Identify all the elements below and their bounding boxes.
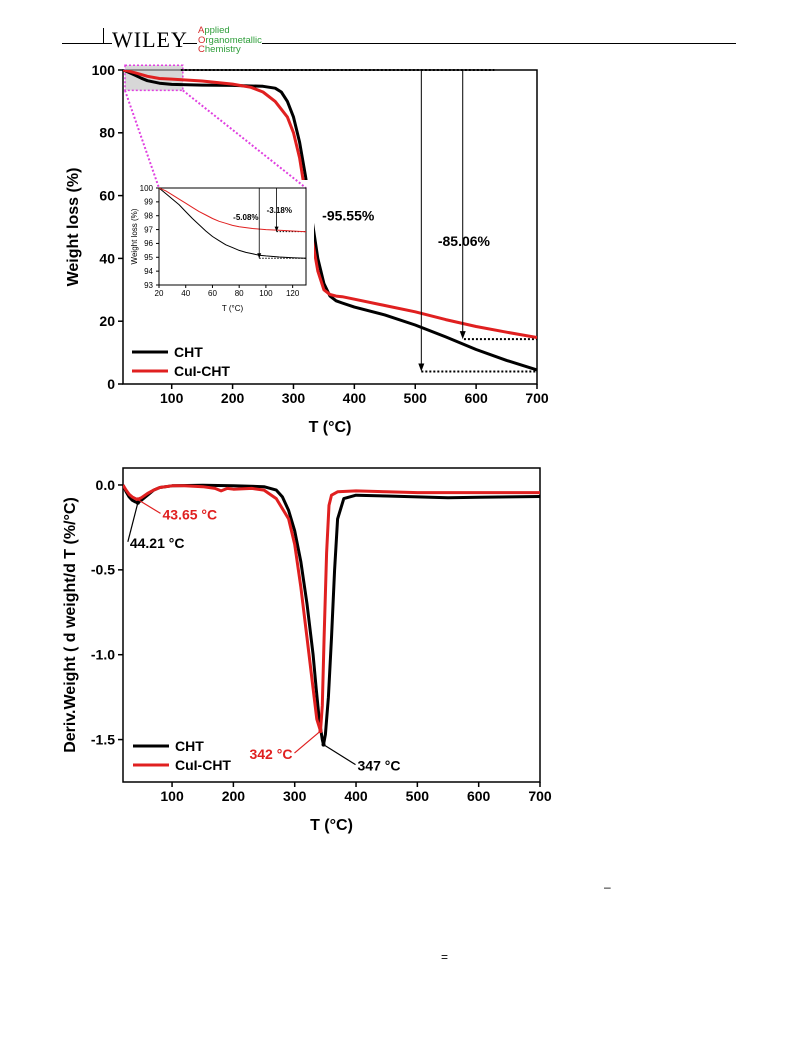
journal-rest-1: pplied (204, 25, 230, 36)
inset-x-tick-label: 60 (208, 289, 217, 298)
dtg-annotation-point-1 (135, 497, 140, 502)
tga-annotation-1: -95.55% (322, 208, 375, 224)
inset-x-tick-label: 80 (235, 289, 244, 298)
tga-series-cht-line (123, 70, 537, 372)
inset-y-tick-label: 95 (144, 253, 153, 262)
dtg-y-axis-label: Deriv.Weight ( d weight/d T (%/°C) (62, 497, 79, 753)
dtg-y-tick-label: -1.0 (91, 647, 115, 663)
tga-arrow-cht-head (418, 363, 425, 372)
footer-equals-mark: = (441, 950, 449, 964)
dtg-x-tick-label: 400 (344, 788, 368, 804)
dtg-annotation-point-2 (135, 500, 140, 505)
publisher-logo: WILEY (112, 27, 188, 52)
dtg-x-tick-label: 600 (467, 788, 491, 804)
inset-series-cht-line (159, 188, 306, 259)
dtg-annotation-point-3 (318, 729, 323, 734)
dtg-x-tick-label: 100 (160, 788, 184, 804)
inset-y-axis-label: Weight loss (%) (130, 208, 139, 264)
tga-y-tick-label: 40 (99, 250, 115, 266)
dtg-annotation-3: 342 °C (249, 746, 292, 762)
inset-x-axis-label: T (°C) (222, 304, 244, 313)
journal-header: WILEY Applied Organometallic Chemistry (0, 0, 793, 60)
tga-x-tick-label: 600 (464, 390, 488, 406)
dtg-frame (122, 467, 541, 783)
tga-x-tick-label: 100 (160, 390, 184, 406)
header-rule-right (262, 43, 736, 44)
dtg-series-cht-line (123, 483, 540, 747)
header-tick (103, 28, 104, 43)
tga-x-tick-label: 500 (404, 390, 428, 406)
dtg-annotation-arrow-2 (127, 502, 139, 542)
dtg-annotation-1: 43.65 °C (163, 506, 218, 522)
journal-rest-2: rganometallic (205, 34, 262, 46)
journal-line-3: Chemistry (198, 45, 262, 55)
tga-x-tick-label: 400 (343, 390, 367, 406)
dtg-annotation-arrow-3 (294, 730, 321, 754)
tga-legend-label-cht: CHT (174, 344, 203, 360)
footer-dash-mark: – (604, 880, 611, 894)
tga-zoom-connector-left (124, 90, 160, 189)
dtg-y-tick-label: 0.0 (96, 477, 116, 493)
inset-annotation-2: -3.18% (267, 206, 292, 215)
tga-y-tick-label: 60 (99, 188, 115, 204)
tga-x-tick-label: 700 (525, 390, 549, 406)
journal-line-1: Applied (198, 26, 262, 36)
tga-arrow-cui-head (459, 331, 466, 340)
tga-legend-label-cui-cht: CuI-CHT (174, 363, 230, 379)
dtg-series-cui-cht-line (123, 484, 540, 733)
journal-name: Applied Organometallic Chemistry (198, 26, 262, 55)
tga-y-tick-label: 0 (107, 376, 115, 392)
dtg-x-tick-label: 300 (283, 788, 307, 804)
dtg-legend-label-cht: CHT (175, 738, 204, 754)
dtg-x-tick-label: 500 (406, 788, 430, 804)
dtg-x-tick-label: 200 (222, 788, 246, 804)
tga-y-tick-label: 20 (99, 313, 115, 329)
inset-x-tick-label: 20 (155, 289, 164, 298)
dtg-x-tick-label: 700 (528, 788, 552, 804)
dtg-annotation-arrow-1 (137, 498, 161, 514)
inset-x-tick-label: 120 (286, 289, 300, 298)
tga-x-axis-label: T (°C) (309, 419, 352, 436)
dtg-x-axis-label: T (°C) (310, 817, 353, 834)
inset-x-tick-label: 40 (181, 289, 190, 298)
inset-arrow-cht-head (257, 253, 262, 259)
tga-annotation-2: -85.06% (438, 233, 491, 249)
journal-line-2: Organometallic (198, 34, 262, 46)
journal-initial-2: O (198, 34, 206, 46)
inset-series-cui-cht-line (159, 188, 306, 233)
tga-y-axis-label: Weight loss (%) (65, 168, 82, 287)
dtg-annotation-arrow-4 (323, 744, 356, 766)
inset-y-tick-label: 97 (144, 225, 153, 234)
dtg-y-tick-label: -0.5 (91, 562, 115, 578)
journal-initial-1: A (198, 25, 205, 36)
header-rule-left (62, 43, 112, 44)
inset-y-tick-label: 96 (144, 239, 153, 248)
dtg-y-tick-label: -1.5 (91, 731, 115, 747)
tga-y-tick-label: 80 (99, 125, 115, 141)
dtg-legend-label-cui-cht: CuI-CHT (175, 757, 231, 773)
dtg-annotation-2: 44.21 °C (130, 535, 185, 551)
dtg-annotation-point-4 (321, 742, 326, 747)
tga-y-tick-label: 100 (92, 62, 116, 78)
inset-y-tick-label: 99 (144, 198, 153, 207)
inset-x-tick-label: 100 (259, 289, 273, 298)
inset-background (127, 180, 314, 317)
header-dash (183, 43, 197, 44)
journal-initial-3: C (198, 44, 205, 55)
inset-y-tick-label: 98 (144, 212, 153, 221)
inset-y-tick-label: 93 (144, 281, 153, 290)
inset-y-tick-label: 100 (140, 184, 154, 193)
inset-arrow-cui-head (274, 226, 279, 232)
tga-x-tick-label: 300 (282, 390, 306, 406)
tga-x-tick-label: 200 (221, 390, 245, 406)
dtg-annotation-4: 347 °C (358, 758, 401, 774)
inset-annotation-1: -5.08% (233, 213, 258, 222)
tga-series-cui-cht-line (123, 70, 537, 339)
journal-rest-3: hemistry (204, 44, 241, 55)
inset-y-tick-label: 94 (144, 267, 153, 276)
